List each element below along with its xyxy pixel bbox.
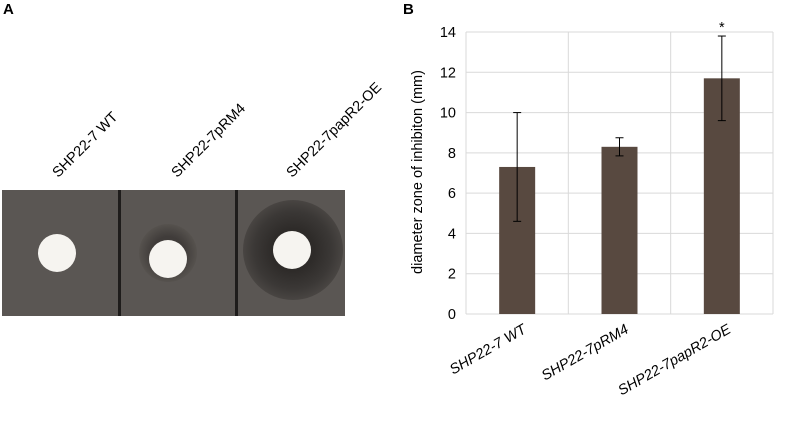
y-tick-label: 12 [440,65,456,81]
y-tick-label: 14 [440,25,456,41]
antibiotic-disc [149,240,187,278]
bar-chart: * 0 2 4 6 8 10 12 14 SHP22-7 WT SHP22-7pRM4SHP22… [410,20,774,399]
antibiotic-disc [273,231,311,269]
bar [601,146,638,314]
panel-a: A SHP22-7 WT SHP22-7pRM4 SHP22-7papR2-OE [2,1,386,316]
y-tick-label: 8 [448,146,456,162]
panel-a-letter: A [3,1,14,18]
plate-divider [235,190,238,316]
y-tick-label: 0 [448,307,456,323]
y-tick-label: 6 [448,186,456,202]
plate-divider [118,190,121,316]
strain-label-papr2-oe: SHP22-7papR2-OE [283,79,386,181]
panel-b-letter: B [403,1,414,18]
y-tick-label: 4 [448,226,456,242]
y-tick-label: 2 [448,267,456,283]
strain-label-wt: SHP22-7 WT [49,109,122,181]
y-tick-label: 10 [440,106,456,122]
antibiotic-disc [38,234,76,272]
significance-marker: * [719,20,725,36]
x-category-label: SHP22-7papR2-OE [616,321,735,399]
x-category-label: SHP22-7 WT [447,321,530,378]
x-category-label: SHP22-7pRM4 [539,322,631,385]
y-axis-label: diameter zone of inhibiton (mm) [410,70,426,274]
bars-layer [499,78,740,314]
error-bars-layer: * [513,20,726,222]
y-axis-ticks: 0 2 4 6 8 10 12 14 [440,25,456,323]
strain-label-prm4: SHP22-7pRM4 [168,100,249,181]
